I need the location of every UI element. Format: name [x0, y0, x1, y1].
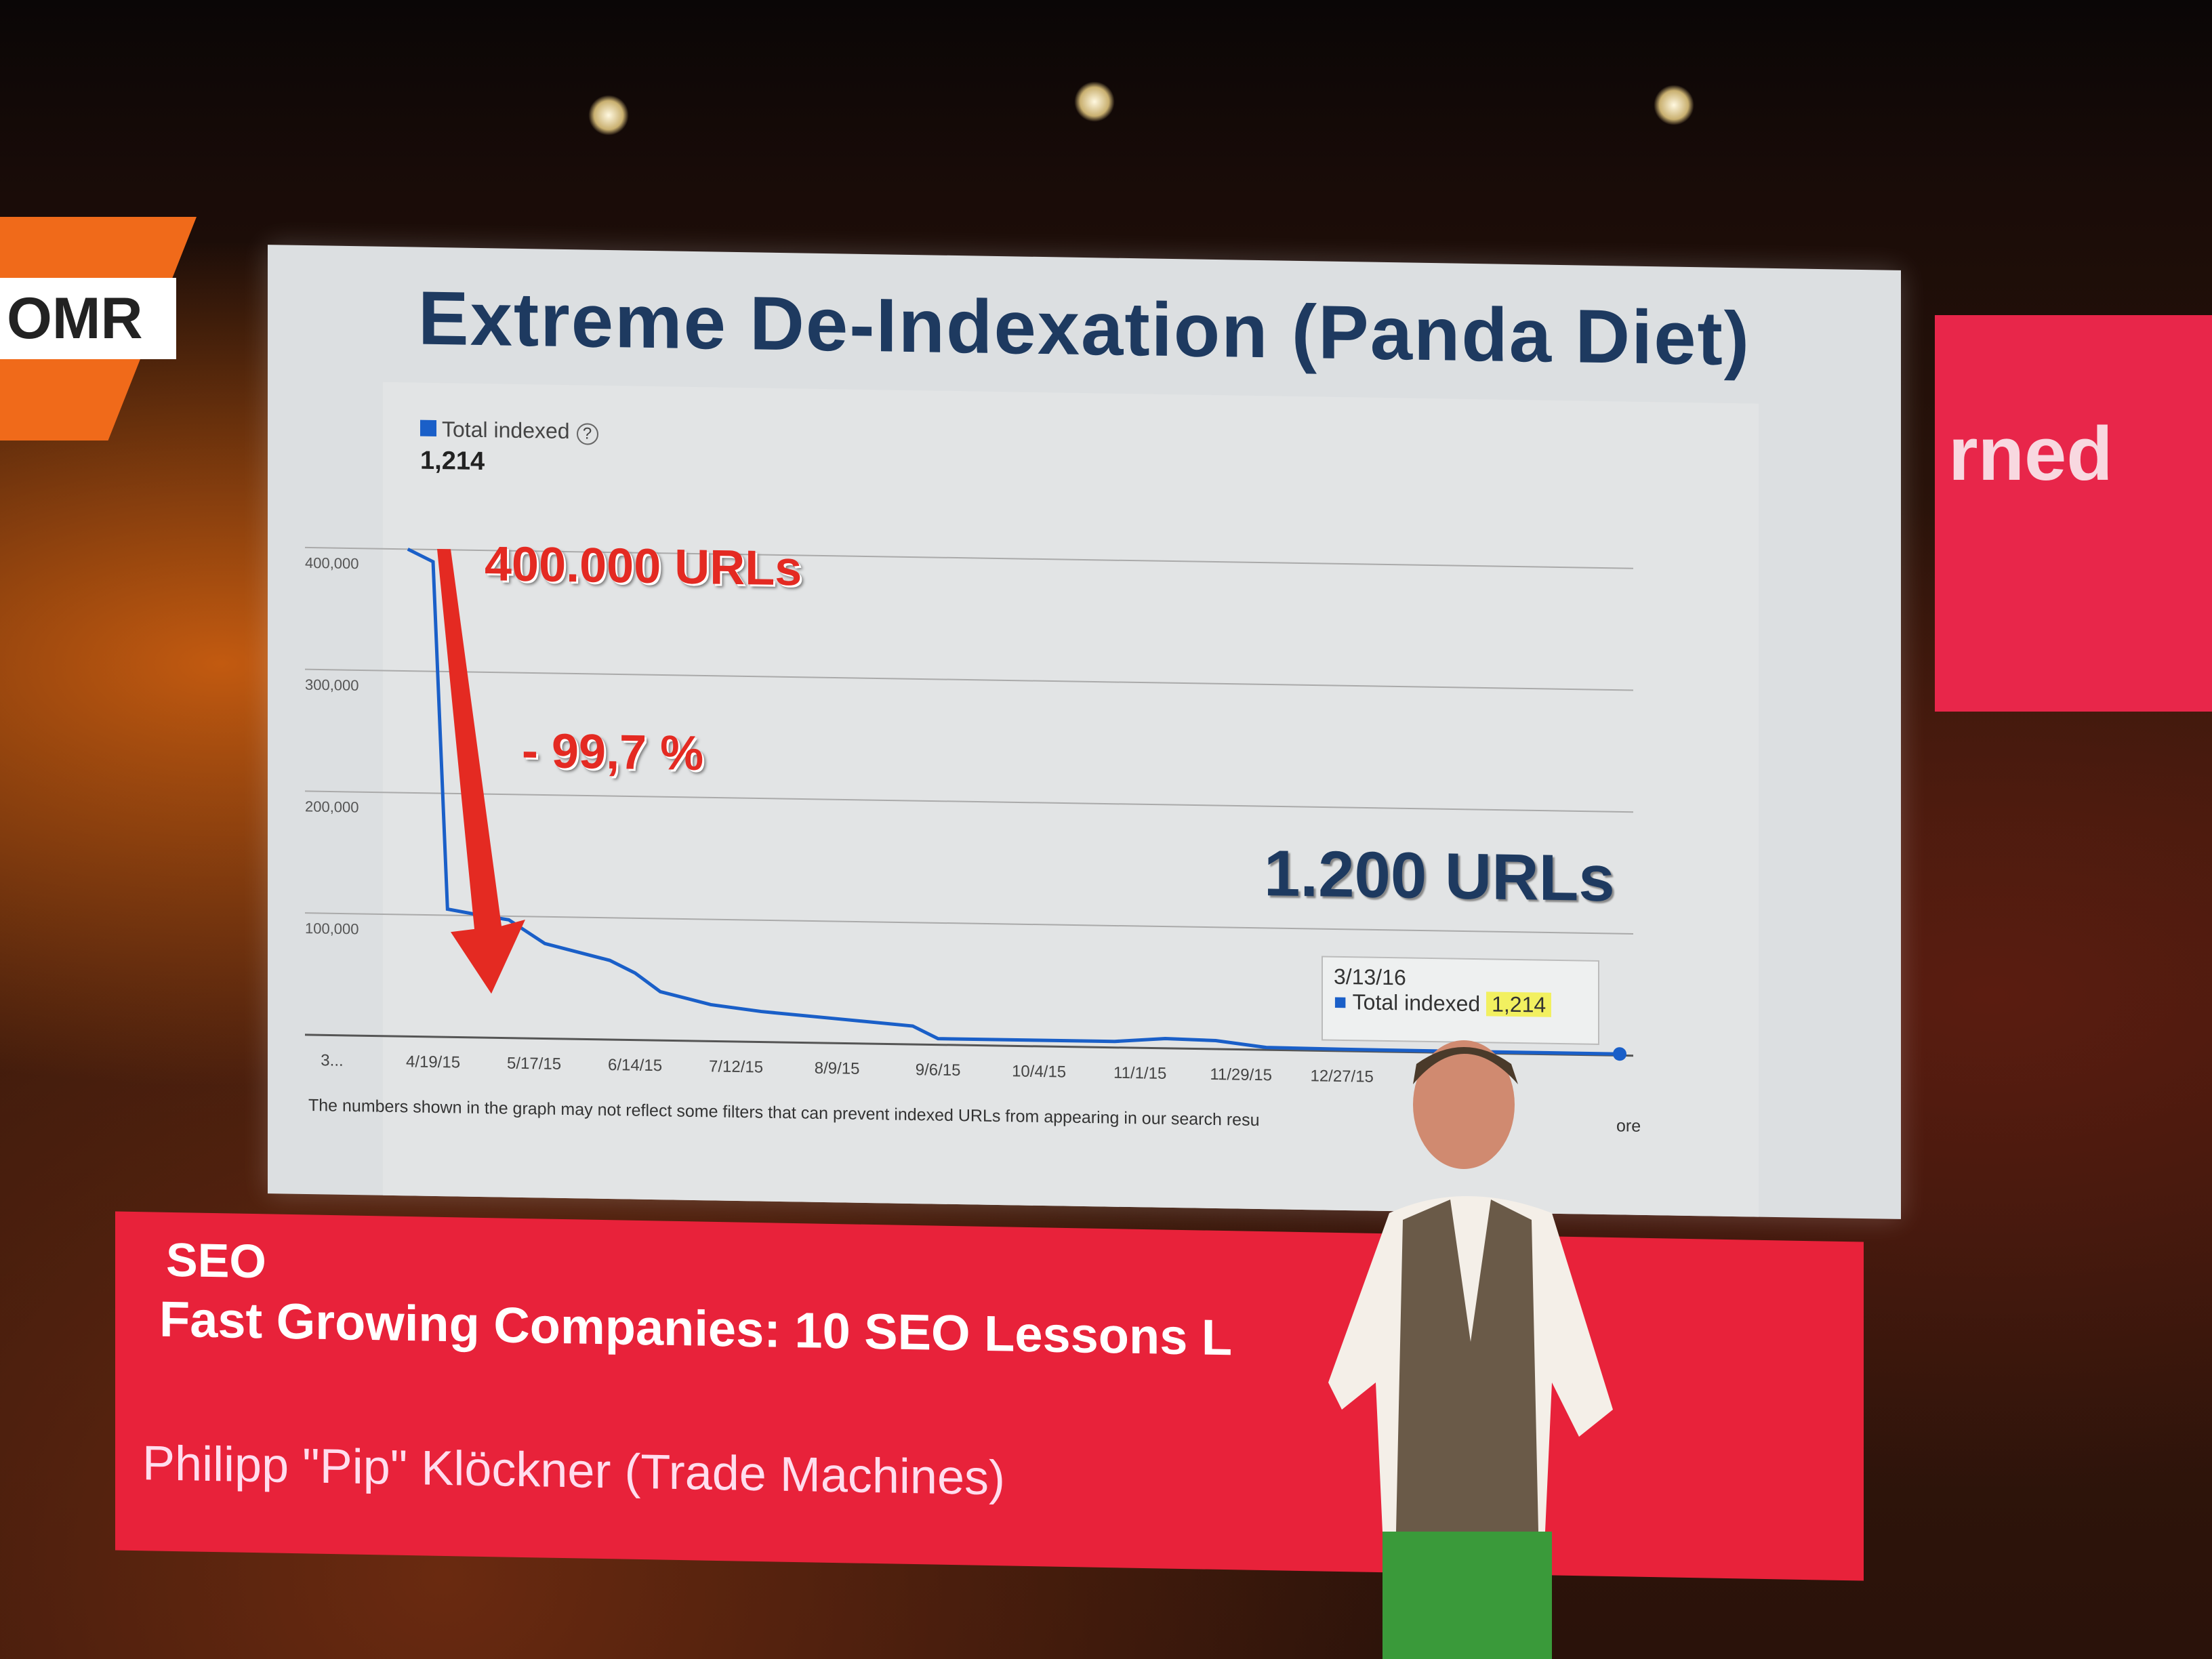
- y-tick-label: 100,000: [305, 920, 359, 937]
- presentation-slide: Extreme De-Indexation (Panda Diet) Total…: [268, 245, 1901, 1219]
- x-tick-label: 9/6/15: [916, 1061, 961, 1080]
- annotation-drop: - 99,7 %: [522, 723, 704, 781]
- side-screen-text: rned: [1948, 411, 2113, 496]
- tooltip-swatch: ■: [1334, 989, 1347, 1015]
- tooltip-value: 1,214: [1486, 991, 1552, 1017]
- x-tick-label: 10/4/15: [1012, 1062, 1066, 1081]
- gridline: [305, 912, 1633, 935]
- x-tick-label: 7/12/15: [709, 1057, 763, 1076]
- tooltip-date: 3/13/16: [1334, 964, 1406, 990]
- talk-title: Fast Growing Companies: 10 SEO Lessons L: [159, 1290, 1233, 1366]
- series-endpoint: [1613, 1047, 1626, 1061]
- y-tick-label: 300,000: [305, 676, 359, 694]
- y-tick-label: 400,000: [305, 554, 359, 572]
- x-tick-label: 12/27/15: [1310, 1067, 1373, 1086]
- gridline: [305, 790, 1633, 813]
- x-tick-label: 11/29/15: [1210, 1065, 1272, 1084]
- stage-light: [1654, 85, 1694, 125]
- annotation-end: 1.200 URLs: [1264, 837, 1615, 916]
- x-tick-label: 5/17/15: [507, 1054, 561, 1073]
- x-tick-label: 3...: [321, 1051, 343, 1070]
- side-screen: rned: [1935, 315, 2212, 712]
- x-tick-label: 4/19/15: [406, 1052, 460, 1071]
- stage-light: [1074, 81, 1115, 122]
- stage-light: [588, 95, 629, 136]
- x-tick-label: 6/14/15: [608, 1056, 662, 1075]
- line-chart: 100,000 200,000 300,000 400,000 3... 4/19/15 5…: [305, 546, 1633, 1088]
- talk-category: SEO: [166, 1233, 266, 1288]
- tooltip-label: Total indexed: [1352, 989, 1481, 1017]
- red-arrow-icon: [437, 548, 525, 994]
- speaker-name: Philipp "Pip" Klöckner (Trade Machines): [142, 1436, 1005, 1506]
- speaker-figure: [1328, 1040, 1613, 1659]
- x-tick-label: 11/1/15: [1113, 1064, 1166, 1083]
- gridline: [305, 668, 1633, 691]
- gridline: [305, 546, 1633, 569]
- annotation-start: 400.000 URLs: [485, 537, 802, 596]
- y-tick-label: 200,000: [305, 798, 359, 815]
- x-tick-label: 8/9/15: [815, 1059, 860, 1078]
- omr-logo: OMR: [0, 278, 176, 359]
